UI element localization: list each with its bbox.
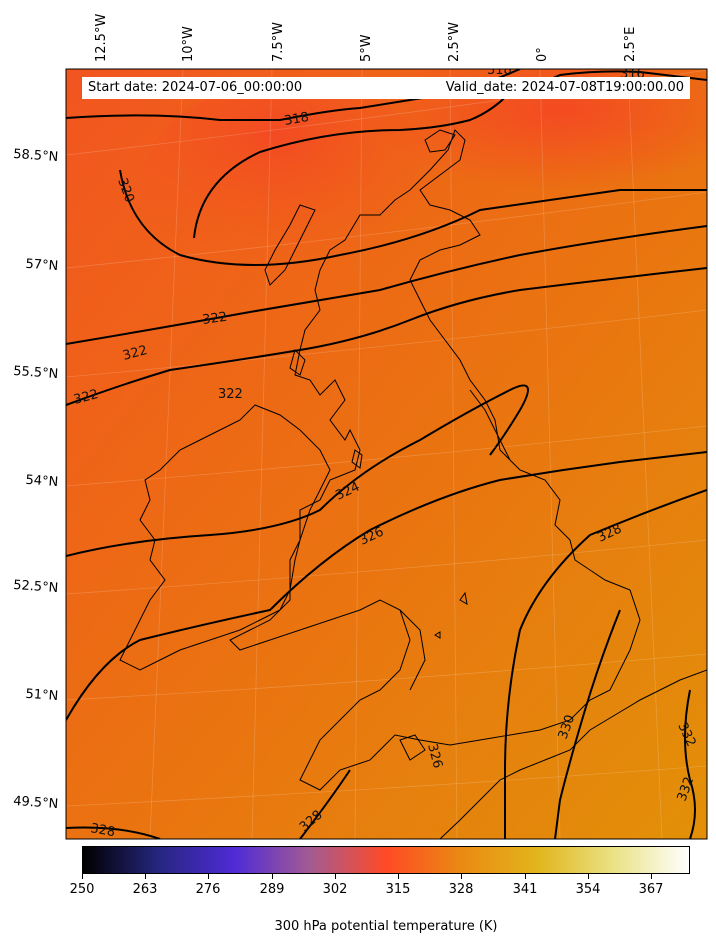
contour-328 xyxy=(504,489,707,839)
contour-330 xyxy=(554,609,621,839)
contour-label: 328 xyxy=(89,821,116,840)
contour-328-sw xyxy=(66,826,161,839)
contour-322-lower xyxy=(66,267,707,406)
latitude-label: 57°N xyxy=(25,257,59,274)
contour-318-loop xyxy=(193,70,707,239)
latitude-label: 55.5°N xyxy=(13,364,59,382)
coastline-great-britain xyxy=(229,129,641,791)
coastline-man xyxy=(351,449,363,469)
colorbar-tick-label: 354 xyxy=(575,882,601,897)
cold-region-west xyxy=(140,80,440,300)
contours xyxy=(66,69,707,839)
longitude-label: 5°W xyxy=(359,34,374,62)
contour-label: 322 xyxy=(201,310,228,328)
map-plot-area: 318 318 316 320 322 322 322 322 324 326 … xyxy=(66,63,707,840)
longitude-label: 12.5°W xyxy=(94,14,109,62)
colorbar xyxy=(82,846,690,874)
contour-326 xyxy=(66,451,707,721)
colorbar-tick-label: 289 xyxy=(259,882,285,897)
latitude-label: 52.5°N xyxy=(13,578,59,596)
colorbar-tick xyxy=(588,874,589,879)
latitude-label: 54°N xyxy=(25,473,59,490)
contour-label: 322 xyxy=(121,343,149,364)
border-scotland-england xyxy=(469,389,511,461)
contour-label: 318 xyxy=(487,63,512,78)
colorbar-tick xyxy=(461,874,462,879)
colorbar-tick-label: 302 xyxy=(322,882,348,897)
cold-region-north xyxy=(360,69,707,190)
coastlines xyxy=(119,129,707,839)
coastline-small-1 xyxy=(459,591,468,605)
coastline-islay xyxy=(289,349,306,376)
colorbar-tick-label: 328 xyxy=(448,882,474,897)
contour-label: 322 xyxy=(72,387,100,408)
coastline-channel-islands xyxy=(399,734,426,761)
latitude-label: 58.5°N xyxy=(13,147,59,165)
colorbar-tick xyxy=(335,874,336,879)
coastline-small-2 xyxy=(434,631,441,639)
coastline-ireland xyxy=(119,404,331,671)
map-frame xyxy=(65,68,708,840)
start-date: Start date: 2024-07-06_00:00:00 xyxy=(88,80,303,95)
contour-328-s xyxy=(299,769,351,839)
valid-date: Valid_date: 2024-07-08T19:00:00.00 xyxy=(445,80,684,95)
colorbar-tick xyxy=(82,874,83,879)
coastline-orkney xyxy=(424,129,456,153)
colorbar-tick xyxy=(398,874,399,879)
graticule xyxy=(66,69,707,839)
contour-label: 318 xyxy=(283,110,310,129)
colorbar-tick xyxy=(651,874,652,879)
date-info-box: Start date: 2024-07-06_00:00:00 Valid_da… xyxy=(82,77,690,99)
colorbar-tick-label: 276 xyxy=(195,882,221,897)
colorbar-tick xyxy=(145,874,146,879)
longitude-label: 7.5°W xyxy=(271,22,286,62)
colorbar-tick-label: 263 xyxy=(132,882,158,897)
colorbar-tick-label: 250 xyxy=(69,882,95,897)
contour-320 xyxy=(119,169,707,266)
contour-label: 322 xyxy=(218,387,243,402)
longitude-label: 2.5°W xyxy=(447,22,462,62)
latitude-labels: 58.5°N 57°N 55.5°N 54°N 52.5°N 51°N 49.5… xyxy=(13,147,59,812)
coastline-hebrides xyxy=(264,204,316,286)
colorbar-tick-label: 341 xyxy=(512,882,538,897)
coastline-france xyxy=(439,669,707,839)
longitude-label: 10°W xyxy=(181,26,196,62)
colorbar-title: 300 hPa potential temperature (K) xyxy=(274,919,498,934)
latitude-label: 51°N xyxy=(25,687,59,704)
contour-324 xyxy=(66,384,529,557)
longitude-labels: 12.5°W 10°W 7.5°W 5°W 2.5°W 0° 2.5°E xyxy=(94,14,638,62)
longitude-label: 0° xyxy=(535,47,550,62)
colorbar-tick-label: 315 xyxy=(385,882,411,897)
colorbar-tick xyxy=(525,874,526,879)
latitude-label: 49.5°N xyxy=(13,794,59,812)
border-wales xyxy=(399,609,426,691)
contour-label: 326 xyxy=(424,742,445,770)
colorbar-tick xyxy=(208,874,209,879)
contour-322-upper xyxy=(66,225,707,345)
longitude-label: 2.5°E xyxy=(623,27,638,62)
colorbar-tick xyxy=(272,874,273,879)
colorbar-tick-label: 367 xyxy=(638,882,664,897)
contour-332 xyxy=(684,689,696,839)
